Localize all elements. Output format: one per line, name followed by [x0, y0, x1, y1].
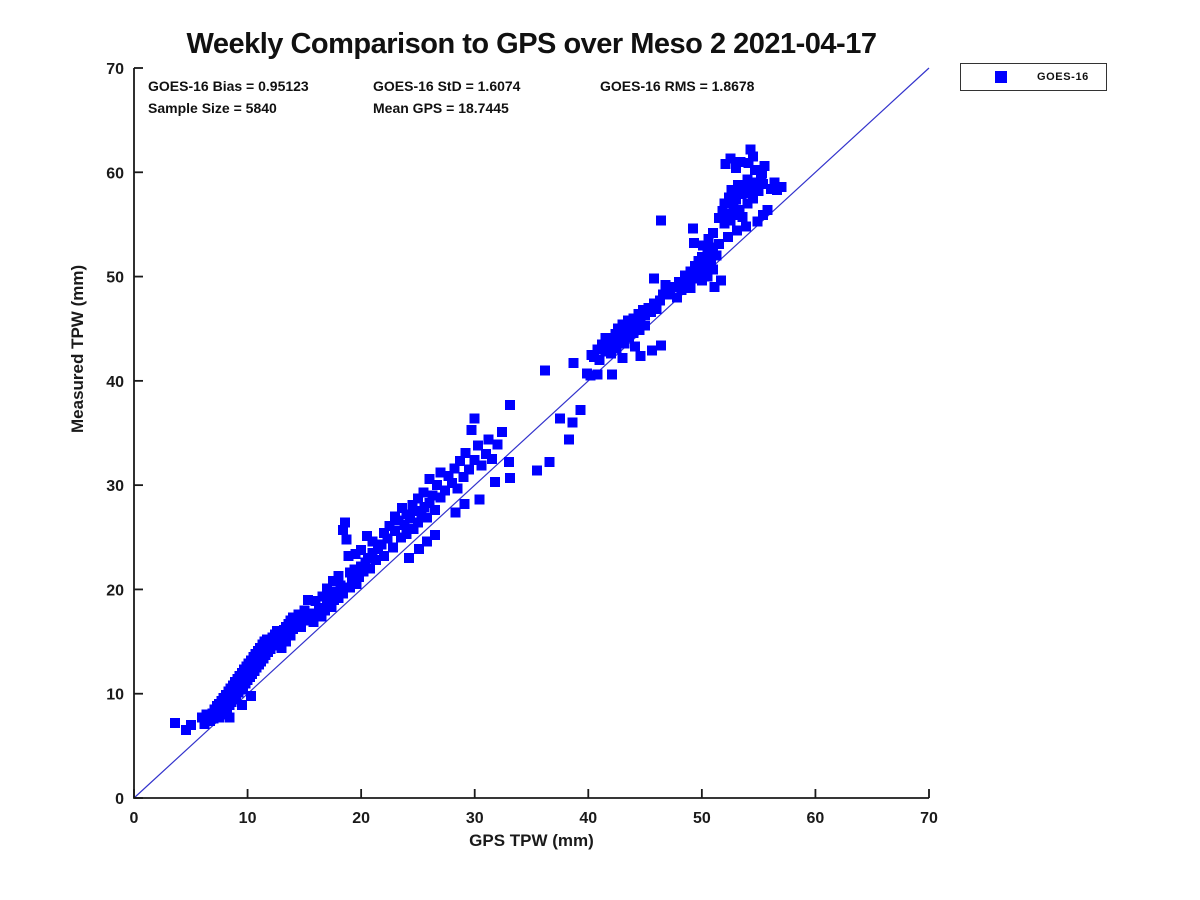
y-axis-ticks: 0 10 20 30 40 50 60 70 [106, 61, 143, 808]
x-axis-label: GPS TPW (mm) [469, 831, 594, 850]
svg-text:70: 70 [920, 810, 938, 827]
x-axis-ticks: 0 10 20 30 40 50 60 70 [130, 789, 938, 827]
svg-text:0: 0 [130, 810, 139, 827]
svg-text:30: 30 [106, 478, 124, 495]
svg-text:60: 60 [807, 810, 825, 827]
scatter-series [169, 144, 787, 736]
svg-text:50: 50 [693, 810, 711, 827]
svg-text:30: 30 [466, 810, 484, 827]
svg-text:60: 60 [106, 165, 124, 182]
svg-text:50: 50 [106, 270, 124, 287]
stat-mean-gps: Mean GPS = 18.7445 [373, 100, 509, 116]
legend: GOES-16 [960, 63, 1107, 91]
svg-text:20: 20 [106, 582, 124, 599]
stat-rms: GOES-16 RMS = 1.8678 [600, 78, 755, 94]
svg-text:10: 10 [106, 687, 124, 704]
svg-text:40: 40 [106, 374, 124, 391]
svg-text:20: 20 [352, 810, 370, 827]
svg-text:10: 10 [239, 810, 257, 827]
identity-line [133, 67, 930, 799]
svg-text:70: 70 [106, 61, 124, 78]
stat-sample-size: Sample Size = 5840 [148, 100, 277, 116]
chart-title: Weekly Comparison to GPS over Meso 2 202… [186, 28, 877, 60]
stat-std: GOES-16 StD = 1.6074 [373, 78, 521, 94]
legend-label: GOES-16 [1037, 71, 1089, 83]
legend-marker-square-icon [995, 71, 1007, 83]
svg-text:0: 0 [115, 791, 124, 808]
svg-text:40: 40 [579, 810, 597, 827]
stat-bias: GOES-16 Bias = 0.95123 [148, 78, 309, 94]
